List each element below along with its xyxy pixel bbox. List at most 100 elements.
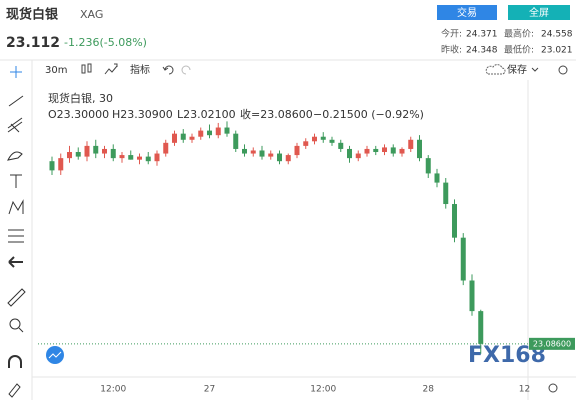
prediction-tool[interactable]: [8, 229, 24, 243]
text-tool[interactable]: [10, 174, 22, 188]
candle-body: [180, 133, 186, 140]
candle-body: [75, 152, 81, 157]
back-tool[interactable]: [8, 256, 23, 268]
candle-body: [452, 204, 457, 238]
candle-body: [110, 148, 116, 159]
stat-value: 24.558: [541, 30, 573, 40]
candle-body: [198, 130, 204, 137]
candle-body: [329, 139, 335, 143]
candle-body: [434, 173, 440, 183]
candle-body: [242, 148, 247, 154]
candle-body: [102, 148, 107, 154]
candle-body: [268, 153, 274, 157]
candle-body: [259, 150, 265, 157]
candle-body: [49, 161, 55, 171]
x-tick-label: 12:00: [310, 385, 336, 395]
x-tick-label: 12: [519, 385, 530, 395]
stat-label: 最高价:: [504, 28, 534, 40]
cloud-icon[interactable]: [485, 64, 506, 75]
candle-body: [224, 127, 230, 134]
indicator-icon[interactable]: [104, 63, 118, 75]
zoom-tool[interactable]: [9, 318, 21, 330]
stat-value: 24.371: [466, 30, 498, 40]
candle-body: [320, 136, 326, 140]
ruler-tool[interactable]: [7, 288, 26, 307]
candle-body: [373, 148, 379, 153]
candle-body: [312, 136, 317, 142]
drawing-toolbar: [7, 66, 26, 398]
candle-body: [145, 156, 151, 162]
candle-body: [154, 153, 160, 162]
candle-body: [460, 237, 466, 281]
candle-body: [408, 139, 414, 149]
candle-body: [163, 142, 169, 154]
candle-body: [469, 280, 475, 312]
candle-body: [119, 155, 125, 159]
candle-body: [84, 145, 90, 157]
legend-open: O23.30000: [48, 108, 109, 121]
stat-label: 昨收:: [441, 44, 462, 56]
brush-tool[interactable]: [7, 151, 23, 161]
candle-body: [347, 148, 352, 159]
candle-body: [285, 155, 291, 162]
candle-body: [128, 155, 134, 160]
candle-body: [215, 127, 221, 136]
legend-name: 现货白银, 30: [48, 91, 113, 105]
candle-body: [172, 133, 177, 143]
candle-type-icon[interactable]: [81, 63, 92, 74]
trade-button[interactable]: [437, 5, 497, 20]
candle-body: [67, 152, 72, 159]
stat-label: 今开:: [441, 28, 462, 40]
candle-body: [207, 130, 212, 136]
candle-body: [233, 133, 239, 149]
price-change: -1.236(-5.08%): [64, 36, 147, 49]
candle-body: [277, 153, 282, 162]
candle-body: [417, 139, 422, 159]
candle-body: [364, 148, 370, 154]
candle-body: [303, 141, 309, 146]
candle-body: [137, 156, 142, 160]
price: 23.112: [6, 35, 60, 51]
legend-change: −0.21500 (−0.92%): [313, 108, 424, 121]
fullscreen-button-label[interactable]: 全屏: [529, 6, 549, 19]
x-tick-label: 27: [204, 385, 215, 395]
line-tool[interactable]: [8, 95, 24, 107]
zoom-tool-handle: [18, 327, 24, 333]
interval-button[interactable]: 30m: [45, 65, 67, 76]
crosshair-tool[interactable]: [10, 66, 22, 78]
candle-body: [93, 145, 99, 154]
pattern-tool[interactable]: [8, 199, 24, 215]
settings-icon[interactable]: [558, 65, 568, 75]
magnet-tool[interactable]: [8, 355, 22, 368]
legend-low: L23.02100: [177, 108, 236, 121]
undo-icon[interactable]: [162, 65, 174, 75]
symbol: XAG: [80, 8, 103, 21]
title: 现货白银: [6, 7, 59, 23]
lock-tool[interactable]: [8, 383, 21, 398]
legend-close: 收=23.08600: [240, 107, 313, 121]
candle-body: [478, 311, 484, 344]
candle-body: [425, 158, 431, 174]
candle-body: [390, 147, 396, 154]
last-price-label: 23.08600: [533, 339, 571, 348]
stat-label: 最低价:: [504, 44, 534, 56]
fib-tool[interactable]: [7, 117, 23, 133]
trade-button-label[interactable]: 交易: [457, 6, 477, 19]
axis-settings-icon[interactable]: [548, 383, 558, 393]
last-price-tag: [529, 337, 575, 350]
x-tick-label: 28: [423, 385, 435, 395]
candle-body: [189, 136, 195, 140]
candle-body: [355, 153, 361, 159]
save-button[interactable]: 保存: [507, 63, 527, 76]
dropdown-icon[interactable]: [531, 67, 539, 72]
candle-body: [250, 150, 256, 154]
x-tick-label: 12:00: [100, 385, 126, 395]
redo-icon[interactable]: [181, 65, 191, 75]
candle-body: [399, 148, 405, 154]
stat-value: 24.348: [466, 46, 498, 56]
indicator-button[interactable]: 指标: [130, 63, 150, 76]
candle-body: [443, 182, 449, 205]
candle-body: [58, 158, 64, 171]
fullscreen-button[interactable]: [508, 5, 570, 20]
